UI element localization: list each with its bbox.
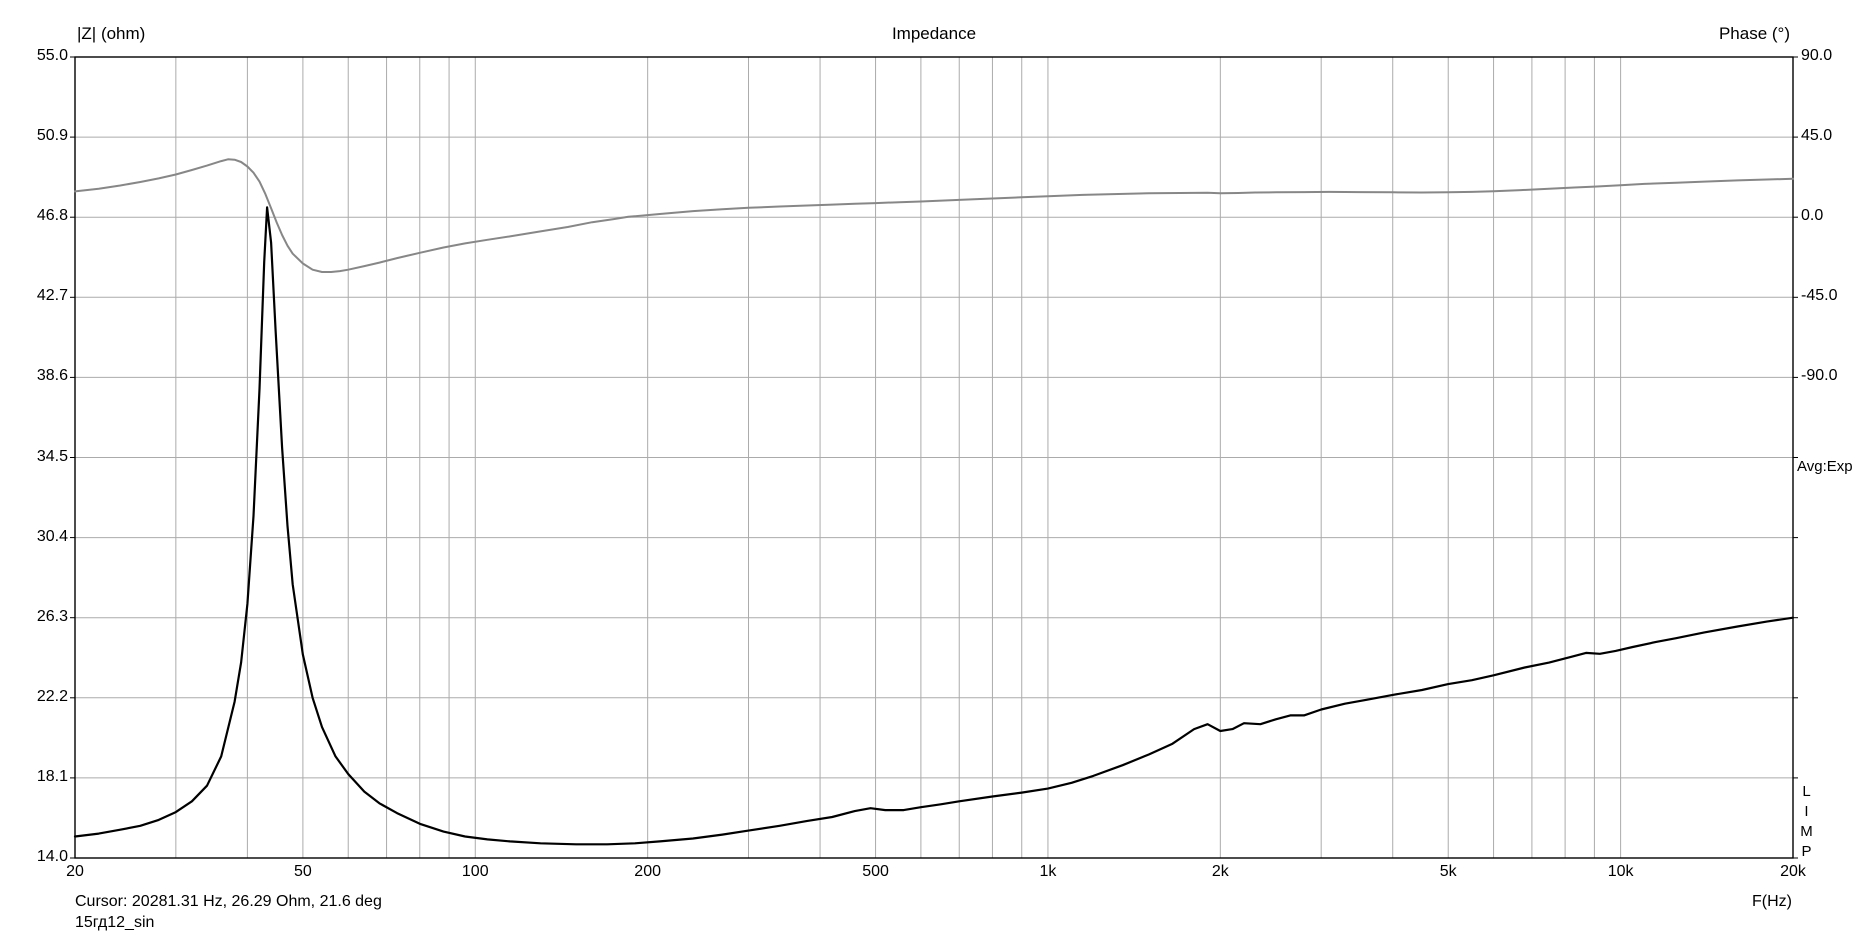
y-left-tick-label: 34.5 bbox=[36, 447, 68, 465]
y-left-tick-label: 26.3 bbox=[36, 607, 68, 625]
phase-curve bbox=[74, 158, 1794, 273]
x-tick-label: 2k bbox=[1211, 863, 1229, 880]
x-tick-label: 10k bbox=[1607, 863, 1634, 880]
x-tick-label: 5k bbox=[1439, 863, 1457, 880]
y-left-tick-label: 18.1 bbox=[36, 767, 68, 785]
x-tick-label: 500 bbox=[862, 863, 889, 880]
chart-title: Impedance bbox=[891, 24, 977, 43]
y-left-tick-label: 14.0 bbox=[36, 848, 68, 865]
x-tick-label: 50 bbox=[293, 863, 312, 880]
y-right-tick-label: -90.0 bbox=[1801, 367, 1838, 385]
file-name-label: 15гд12_sin bbox=[75, 914, 155, 931]
y-right-tick-label: -45.0 bbox=[1801, 287, 1838, 305]
limp-program-logo: LIMP bbox=[1798, 783, 1815, 863]
y-left-tick-label: 22.2 bbox=[36, 687, 68, 705]
x-tick-label: 200 bbox=[634, 863, 661, 880]
y-left-tick-label: 55.0 bbox=[36, 47, 68, 64]
y-left-tick-label: 38.6 bbox=[36, 367, 68, 385]
x-tick-label: 20 bbox=[66, 863, 84, 880]
impedance-curve bbox=[73, 206, 1795, 846]
cursor-readout: Cursor: 20281.31 Hz, 26.29 Ohm, 21.6 deg bbox=[75, 893, 382, 910]
frequency-axis-title: F(Hz) bbox=[1752, 893, 1792, 910]
y-right-tick-label: 45.0 bbox=[1801, 127, 1833, 145]
x-tick-label: 20k bbox=[1780, 863, 1806, 880]
phase-axis-title: Phase (°) bbox=[1718, 24, 1790, 43]
x-tick-label: 100 bbox=[461, 863, 489, 880]
x-tick-label: 1k bbox=[1039, 863, 1057, 880]
averaging-mode-label: Avg:Exp bbox=[1797, 458, 1853, 475]
y-right-tick-label: 0.0 bbox=[1801, 207, 1824, 225]
y-left-tick-label: 46.8 bbox=[36, 207, 68, 225]
y-right-tick-label: 90.0 bbox=[1801, 47, 1833, 64]
y-left-tick-label: 30.4 bbox=[36, 527, 68, 545]
z-axis-title: |Z| (ohm) bbox=[77, 24, 146, 43]
y-left-tick-label: 50.9 bbox=[36, 127, 68, 145]
plot-border bbox=[74, 56, 1794, 859]
y-left-tick-label: 42.7 bbox=[36, 287, 68, 305]
